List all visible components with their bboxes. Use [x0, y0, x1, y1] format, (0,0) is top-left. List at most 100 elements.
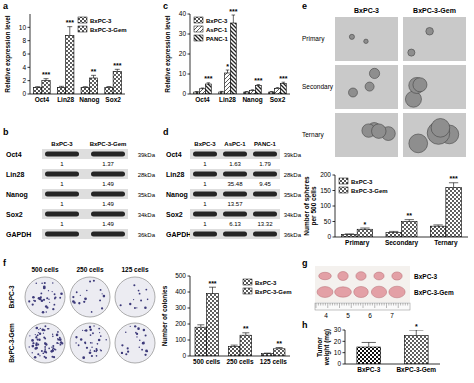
y-tick-label: 200 [175, 320, 186, 327]
colony [139, 346, 140, 347]
error-bar [207, 83, 211, 84]
colony [37, 353, 39, 355]
band-ratio: 1.79 [259, 161, 271, 167]
bar [105, 87, 113, 94]
ruler [315, 303, 410, 310]
micrograph [403, 113, 466, 157]
tumor [371, 286, 386, 298]
band [91, 212, 125, 217]
y-tick [28, 27, 31, 28]
sphere [408, 49, 415, 56]
panel-label: c [163, 1, 168, 11]
tumor-photo: gBxPC-3BxPC-3-Gem4567 [302, 258, 454, 319]
tumor [319, 272, 332, 279]
size-label: 28kDa [284, 172, 302, 178]
column-label: 500 cells [31, 266, 58, 273]
colony [86, 347, 88, 349]
error-bar [242, 333, 249, 335]
colony [42, 352, 44, 354]
ruler-tick [316, 303, 317, 308]
colony [78, 302, 80, 304]
ruler-tick [384, 303, 385, 306]
colony [139, 293, 141, 295]
colony [100, 289, 102, 291]
band [223, 152, 247, 157]
y-tick [343, 341, 346, 342]
y-tick-label: 500 [175, 272, 186, 279]
column-label: BxPC-3-Gem [413, 7, 456, 14]
y-tick [188, 34, 191, 35]
size-label: 35kDa [284, 192, 302, 198]
row-label: BxPC-3-Gem [414, 289, 454, 296]
western-blot: dBxPC-3AsPC-1PANC-1Oct439kDa11.631.79Lin… [163, 127, 302, 239]
x-tick-label: Sox2 [270, 96, 286, 103]
band [253, 152, 277, 157]
legend-swatch [194, 35, 203, 41]
ruler-tick [358, 303, 359, 306]
bar [273, 349, 285, 356]
error-bar [115, 69, 120, 71]
bar [275, 88, 281, 94]
ruler-tick [360, 303, 361, 306]
x-tick-label: Oct4 [35, 96, 50, 103]
colony [91, 346, 92, 347]
colony [56, 342, 58, 344]
significance: * [415, 323, 418, 330]
colony [38, 332, 39, 333]
band-ratio: 9.45 [259, 181, 271, 187]
colony [52, 282, 53, 283]
legend-label: PANC-1 [206, 36, 229, 42]
colony [53, 304, 55, 306]
band [91, 172, 125, 177]
ruler-tick [348, 303, 349, 306]
y-tick-label: 10 [179, 70, 187, 77]
y-tick-label: 300 [175, 304, 186, 311]
colony [40, 292, 42, 294]
band-ratio: 1 [60, 161, 64, 167]
colony [39, 333, 41, 335]
y-tick-label: 0 [182, 352, 186, 359]
blot-strip [42, 149, 128, 159]
sphere-images: eBxPC-3BxPC-3-GemPrimarySecondaryTernary [302, 1, 466, 157]
colony [57, 339, 59, 341]
x-axis [345, 364, 440, 365]
ruler-tick [379, 303, 380, 306]
size-label: 34kDa [284, 212, 302, 218]
colony [100, 335, 102, 337]
legend-swatch [194, 26, 203, 32]
colony [49, 302, 50, 303]
error-bar [449, 183, 458, 188]
significance: *** [204, 75, 212, 82]
ruler-tick [391, 303, 392, 306]
colony [43, 333, 44, 334]
band-ratio: 1.49 [102, 181, 114, 187]
ruler-tick [386, 303, 387, 308]
colony [32, 303, 34, 305]
colony [45, 357, 47, 359]
tumor [338, 272, 348, 281]
y-axis-label: Relative expression level [164, 15, 172, 93]
y-tick [28, 40, 31, 41]
colony [100, 350, 102, 352]
x-tick-label: Primary [345, 239, 370, 247]
colony [140, 300, 142, 302]
x-tick-label: 500 cells [193, 358, 220, 365]
protein-label: Lin28 [6, 171, 24, 178]
x-tick-label: Nanog [79, 96, 99, 104]
y-axis-label: Number of colonies [161, 285, 168, 346]
colony [59, 297, 61, 299]
tumor [389, 286, 405, 298]
ruler-tick [388, 303, 389, 306]
y-tick [188, 340, 191, 341]
bars [342, 183, 462, 237]
band [253, 192, 277, 197]
colony [37, 334, 39, 336]
y-tick [188, 356, 191, 357]
colony [139, 340, 141, 342]
size-label: 39kDa [284, 152, 302, 158]
sphere [409, 134, 428, 153]
bars [357, 330, 428, 364]
y-tick-label: 0 [22, 90, 26, 97]
colony [91, 342, 92, 343]
colony [47, 328, 49, 330]
